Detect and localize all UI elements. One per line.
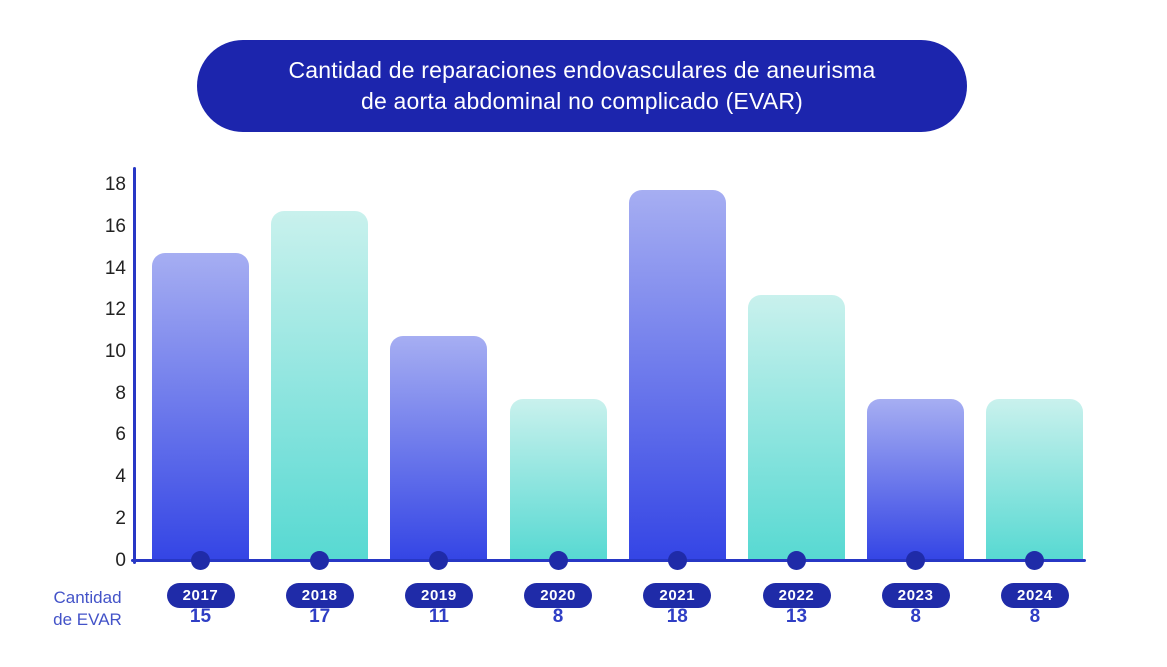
bar-value-label-2021: 18 <box>666 606 688 627</box>
y-axis-line <box>133 167 136 564</box>
y-tick-label: 8 <box>115 382 126 404</box>
bar-2020 <box>509 398 607 561</box>
year-pill-2017: 2017 <box>166 583 235 608</box>
y-tick-label: 16 <box>104 215 126 237</box>
axis-dot-2020 <box>548 551 568 570</box>
bar-2021 <box>628 190 726 561</box>
y-tick-label: 6 <box>115 424 126 446</box>
y-tick-label: 0 <box>115 549 126 571</box>
bar-2023 <box>867 398 965 561</box>
year-pill-2019: 2019 <box>404 583 473 608</box>
year-pill-2018: 2018 <box>285 583 354 608</box>
x-axis-caption: Cantidad de EVAR <box>35 587 140 631</box>
year-pill-2023: 2023 <box>881 583 950 608</box>
year-pill-2021: 2021 <box>643 583 712 608</box>
bar-2019 <box>390 336 488 561</box>
axis-dot-2024 <box>1025 551 1045 570</box>
chart-title-line-2: de aorta abdominal no complicado (EVAR) <box>360 88 804 114</box>
x-axis-caption-line-2: de EVAR <box>53 610 122 629</box>
y-tick-label: 10 <box>104 341 126 362</box>
bar-value-label-2018: 17 <box>309 606 331 627</box>
bar-value-label-2017: 15 <box>189 606 212 627</box>
axis-dot-2021 <box>667 551 687 570</box>
bar-2018 <box>271 211 369 561</box>
bar-value-label-2022: 13 <box>785 606 808 627</box>
bar-value-label-2019: 11 <box>428 606 449 627</box>
bar-value-label-2024: 8 <box>1029 606 1041 627</box>
bar-value-label-2023: 8 <box>910 606 921 627</box>
year-pill-2024: 2024 <box>1000 583 1069 608</box>
axis-dot-2018 <box>310 551 330 570</box>
year-pill-2020: 2020 <box>524 583 593 608</box>
y-tick-label: 18 <box>104 174 126 196</box>
axis-dot-2023 <box>906 551 926 570</box>
chart-title-banner: Cantidad de reparaciones endovasculares … <box>197 40 967 132</box>
y-tick-label: 2 <box>115 507 126 529</box>
y-tick-label: 4 <box>115 466 126 488</box>
axis-dot-2022 <box>787 551 806 570</box>
bar-2022 <box>748 294 845 561</box>
x-axis-caption-line-1: Cantidad <box>53 588 122 607</box>
year-pill-2022: 2022 <box>762 583 831 608</box>
bar-value-label-2020: 8 <box>552 606 564 627</box>
y-tick-label: 14 <box>104 257 126 279</box>
x-axis-line <box>131 559 1086 562</box>
bar-2024 <box>986 398 1084 561</box>
axis-dot-2017 <box>191 551 210 570</box>
chart-title-line-1: Cantidad de reparaciones endovasculares … <box>288 57 876 83</box>
y-tick-label: 12 <box>104 299 126 321</box>
bar-2017 <box>152 252 249 561</box>
axis-dot-2019 <box>429 551 449 570</box>
